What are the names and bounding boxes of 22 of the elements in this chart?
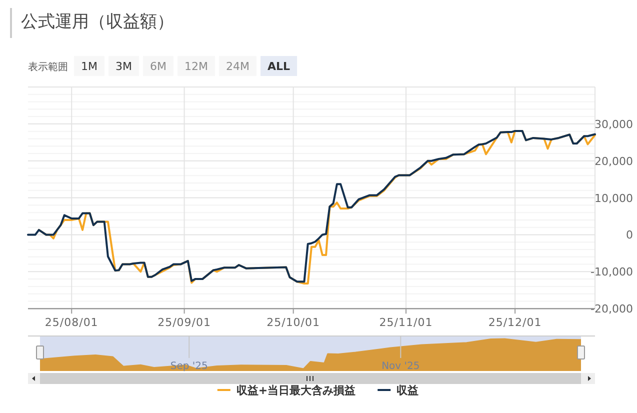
- legend-label: 収益+当日最大含み損益: [236, 384, 356, 397]
- text: 12M: [184, 60, 208, 73]
- x-tick-label: Nov '25: [382, 361, 420, 372]
- text: ALL: [268, 60, 290, 73]
- y-tick-label: 0: [626, 228, 633, 242]
- text: 表示範囲: [28, 61, 68, 73]
- y-tick-label: -10,000: [590, 266, 633, 279]
- text: 1M: [81, 60, 98, 73]
- x-tick-label: 25/09/01: [158, 316, 211, 329]
- y-tick-label: -20,000: [590, 302, 633, 316]
- y-tick-label: 10,000: [594, 192, 633, 205]
- y-tick-label: 20,000: [594, 154, 633, 168]
- text: 3M: [116, 60, 132, 73]
- x-tick-label: 25/08/01: [44, 316, 98, 329]
- text: 6M: [150, 60, 166, 73]
- x-tick-label: 25/11/01: [379, 316, 433, 329]
- legend-label: 収益: [396, 384, 419, 397]
- x-tick-label: 25/10/01: [266, 316, 320, 329]
- y-tick-label: 30,000: [594, 118, 633, 131]
- chart-title: 公式運用（収益額）: [21, 12, 174, 32]
- x-tick-label: 25/12/01: [488, 316, 542, 329]
- text: 24M: [226, 60, 250, 73]
